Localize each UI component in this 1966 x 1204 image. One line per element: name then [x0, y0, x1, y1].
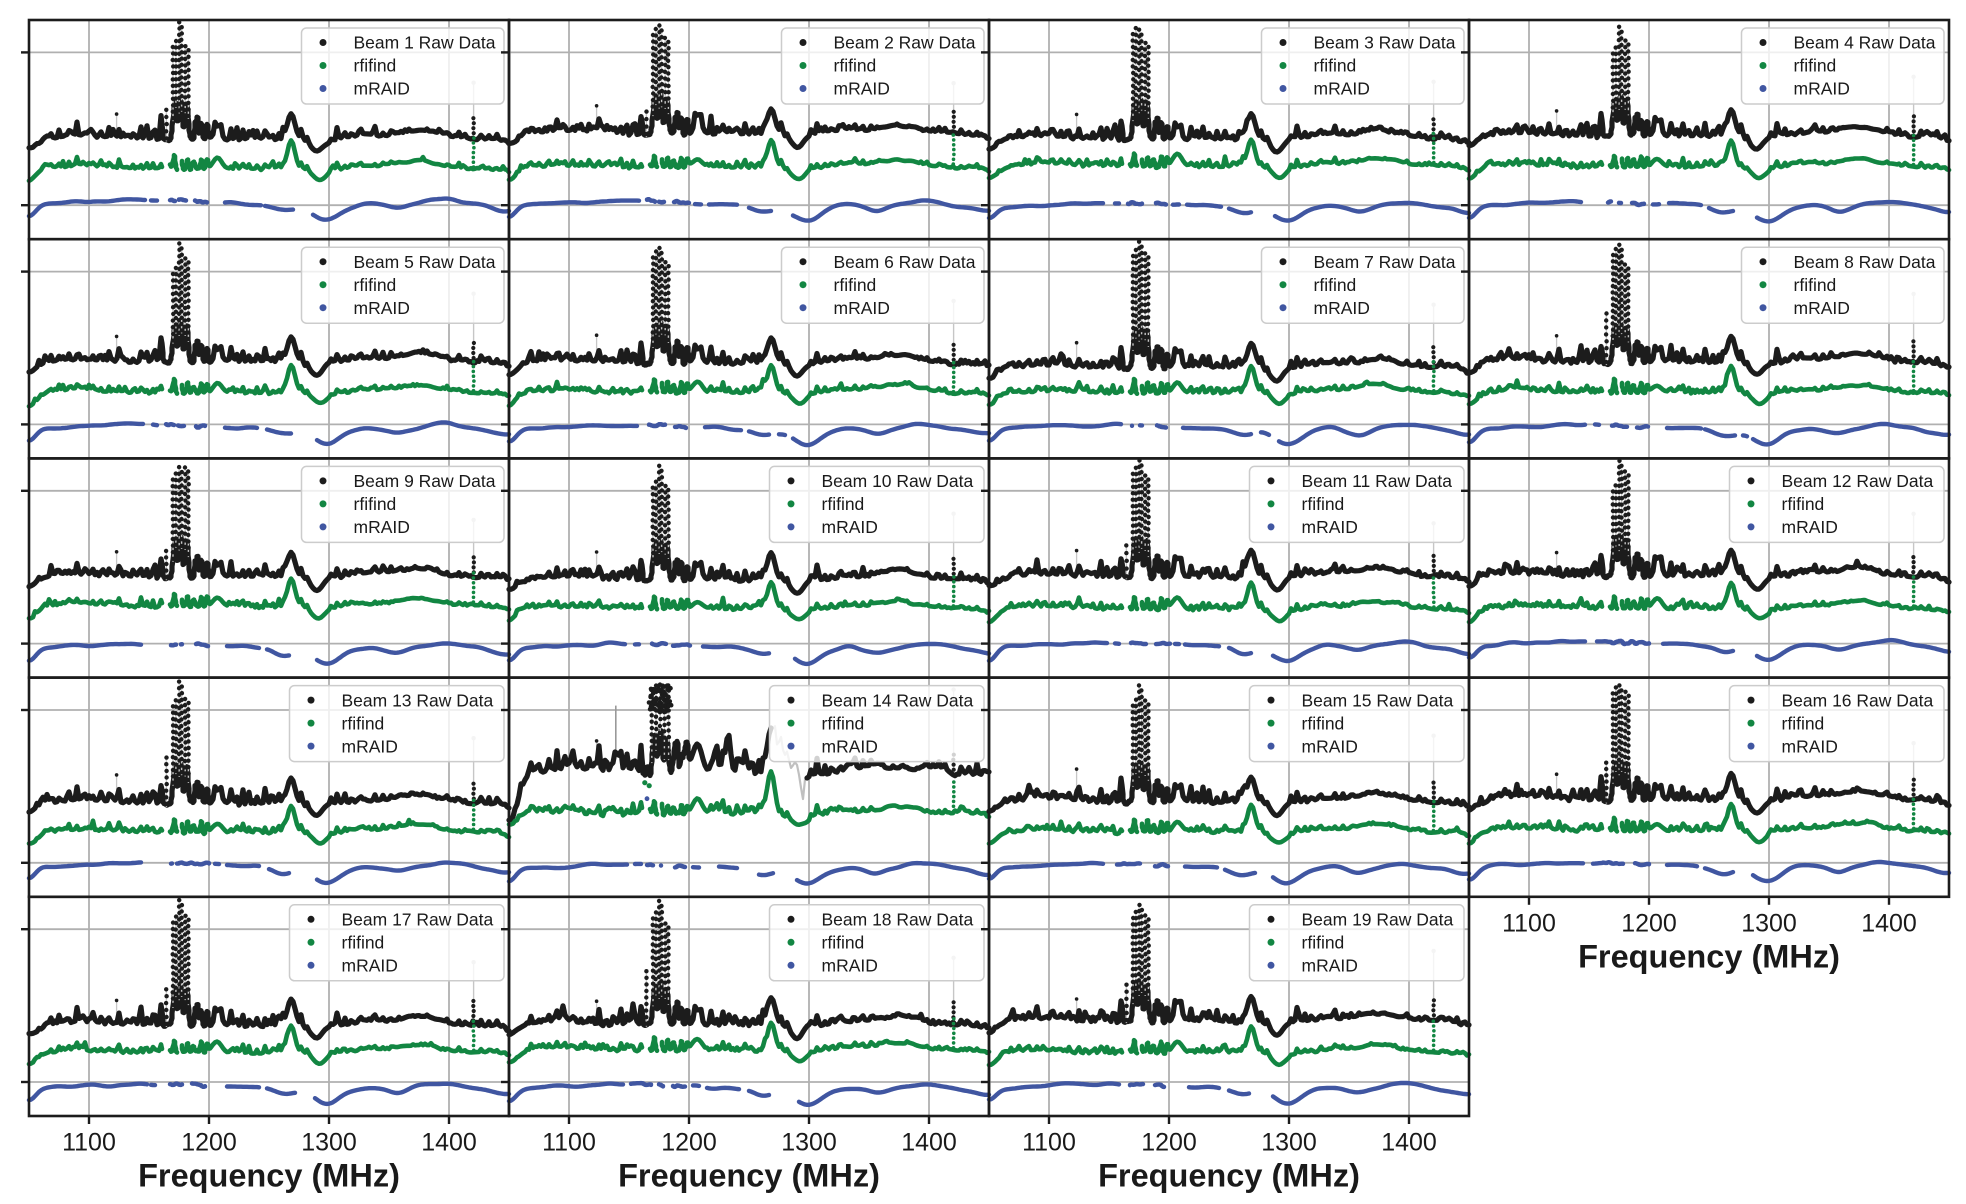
svg-text:Frequency (MHz): Frequency (MHz) [618, 1158, 880, 1194]
svg-text:rfifind: rfifind [1314, 56, 1357, 76]
svg-text:rfifind: rfifind [1782, 494, 1825, 514]
svg-text:mRAID: mRAID [834, 79, 890, 99]
svg-text:mRAID: mRAID [1314, 79, 1370, 99]
svg-text:Beam 13 Raw Data: Beam 13 Raw Data [342, 690, 494, 710]
svg-text:1300: 1300 [301, 1129, 357, 1157]
svg-text:1300: 1300 [1261, 1129, 1317, 1157]
svg-text:Beam 12 Raw Data: Beam 12 Raw Data [1782, 471, 1934, 491]
svg-text:rfifind: rfifind [1794, 56, 1837, 76]
svg-text:Beam 19 Raw Data: Beam 19 Raw Data [1302, 910, 1454, 930]
svg-text:mRAID: mRAID [1782, 736, 1838, 756]
svg-text:Beam 2 Raw Data: Beam 2 Raw Data [834, 33, 976, 53]
svg-text:rfifind: rfifind [1302, 713, 1345, 733]
svg-text:Beam 10 Raw Data: Beam 10 Raw Data [822, 471, 974, 491]
svg-text:mRAID: mRAID [1794, 79, 1850, 99]
svg-text:mRAID: mRAID [342, 736, 398, 756]
svg-text:rfifind: rfifind [834, 56, 877, 76]
svg-text:mRAID: mRAID [1314, 298, 1370, 318]
svg-text:Beam 16 Raw Data: Beam 16 Raw Data [1782, 690, 1934, 710]
svg-text:Frequency (MHz): Frequency (MHz) [1578, 938, 1840, 974]
svg-text:mRAID: mRAID [1794, 298, 1850, 318]
svg-text:rfifind: rfifind [1302, 933, 1345, 953]
svg-text:Frequency (MHz): Frequency (MHz) [138, 1158, 400, 1194]
svg-text:1100: 1100 [1022, 1129, 1076, 1157]
svg-text:1100: 1100 [62, 1129, 116, 1157]
svg-text:1200: 1200 [181, 1129, 237, 1157]
svg-text:1400: 1400 [1381, 1129, 1437, 1157]
svg-text:rfifind: rfifind [342, 713, 385, 733]
svg-text:1300: 1300 [781, 1129, 837, 1157]
svg-text:mRAID: mRAID [354, 517, 410, 537]
svg-text:Beam 9 Raw Data: Beam 9 Raw Data [354, 471, 496, 491]
svg-text:rfifind: rfifind [1782, 713, 1825, 733]
svg-text:1400: 1400 [1861, 909, 1917, 937]
svg-text:Beam 7 Raw Data: Beam 7 Raw Data [1314, 252, 1456, 272]
svg-text:rfifind: rfifind [1302, 494, 1345, 514]
svg-text:Beam 1 Raw Data: Beam 1 Raw Data [354, 33, 496, 53]
svg-text:mRAID: mRAID [834, 298, 890, 318]
svg-text:mRAID: mRAID [354, 79, 410, 99]
svg-text:Beam 6 Raw Data: Beam 6 Raw Data [834, 252, 976, 272]
svg-text:Beam 15 Raw Data: Beam 15 Raw Data [1302, 690, 1454, 710]
svg-text:mRAID: mRAID [822, 736, 878, 756]
svg-text:Beam 8 Raw Data: Beam 8 Raw Data [1794, 252, 1936, 272]
svg-text:1300: 1300 [1741, 909, 1797, 937]
svg-text:rfifind: rfifind [822, 713, 865, 733]
svg-text:Beam 5 Raw Data: Beam 5 Raw Data [354, 252, 496, 272]
svg-text:mRAID: mRAID [342, 956, 398, 976]
svg-text:mRAID: mRAID [354, 298, 410, 318]
svg-text:1100: 1100 [1502, 909, 1556, 937]
svg-text:rfifind: rfifind [354, 494, 397, 514]
svg-text:Beam 17 Raw Data: Beam 17 Raw Data [342, 910, 494, 930]
svg-text:Beam 3 Raw Data: Beam 3 Raw Data [1314, 33, 1456, 53]
svg-text:mRAID: mRAID [822, 956, 878, 976]
svg-text:rfifind: rfifind [822, 933, 865, 953]
svg-text:mRAID: mRAID [1782, 517, 1838, 537]
svg-text:Beam 4 Raw Data: Beam 4 Raw Data [1794, 33, 1936, 53]
svg-text:rfifind: rfifind [834, 275, 877, 295]
svg-text:mRAID: mRAID [1302, 736, 1358, 756]
svg-text:1200: 1200 [1141, 1129, 1197, 1157]
svg-text:1400: 1400 [901, 1129, 957, 1157]
svg-text:rfifind: rfifind [354, 56, 397, 76]
svg-text:1200: 1200 [661, 1129, 717, 1157]
svg-text:mRAID: mRAID [822, 517, 878, 537]
svg-text:rfifind: rfifind [354, 275, 397, 295]
svg-text:rfifind: rfifind [1314, 275, 1357, 295]
svg-text:rfifind: rfifind [342, 933, 385, 953]
svg-text:Beam 11 Raw Data: Beam 11 Raw Data [1302, 471, 1453, 491]
svg-text:1400: 1400 [421, 1129, 477, 1157]
svg-text:1200: 1200 [1621, 909, 1677, 937]
svg-text:mRAID: mRAID [1302, 517, 1358, 537]
svg-text:rfifind: rfifind [1794, 275, 1837, 295]
svg-text:Beam 14 Raw Data: Beam 14 Raw Data [822, 690, 974, 710]
svg-text:Beam 18 Raw Data: Beam 18 Raw Data [822, 910, 974, 930]
svg-text:rfifind: rfifind [822, 494, 865, 514]
svg-text:Frequency (MHz): Frequency (MHz) [1098, 1158, 1360, 1194]
svg-text:1100: 1100 [542, 1129, 596, 1157]
svg-text:mRAID: mRAID [1302, 956, 1358, 976]
